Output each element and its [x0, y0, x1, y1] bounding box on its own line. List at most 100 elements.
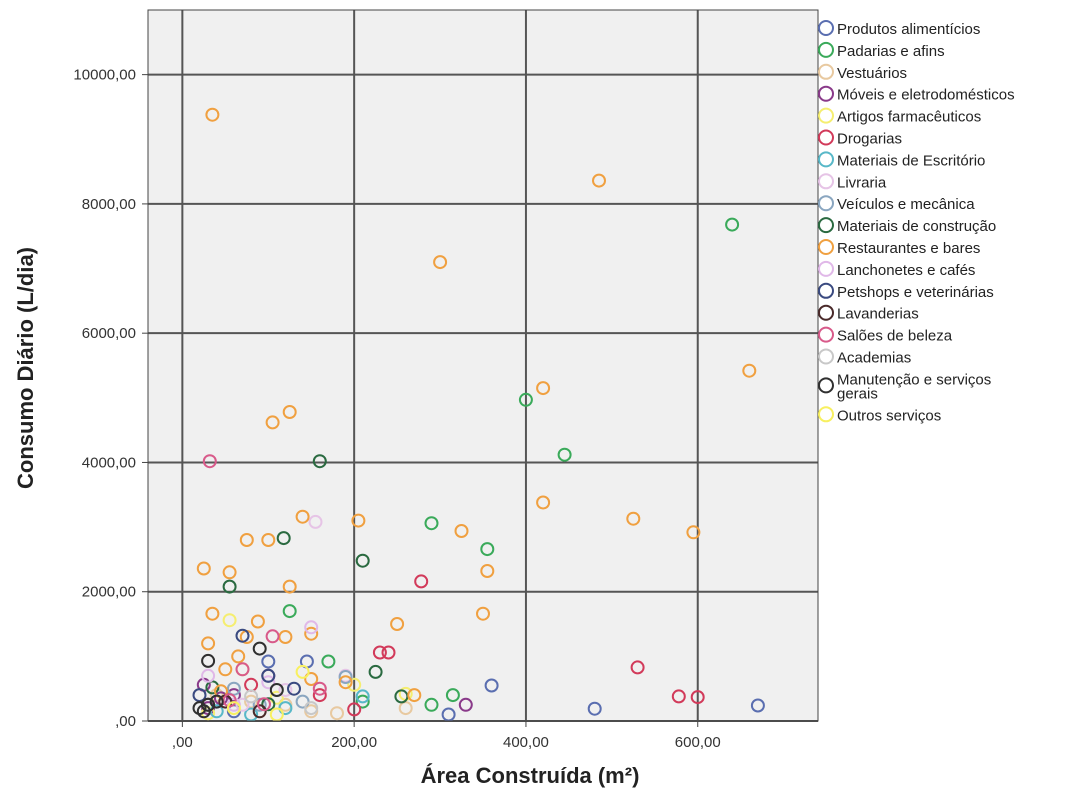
legend-label: Petshops e veterinárias	[837, 284, 994, 301]
data-point	[261, 697, 276, 712]
data-point	[458, 697, 473, 712]
y-tick-label: ,00	[115, 713, 136, 730]
legend-label: Drogarias	[837, 131, 902, 148]
data-point	[355, 689, 370, 704]
x-tick-label: ,00	[172, 734, 193, 751]
data-point	[671, 689, 686, 704]
data-point	[398, 701, 413, 716]
data-point	[257, 697, 271, 712]
data-point	[295, 694, 310, 709]
data-point	[686, 525, 701, 540]
legend-label: Manutenção e serviços	[837, 371, 991, 388]
data-point	[424, 697, 439, 712]
legend-marker	[818, 195, 834, 212]
legend-label: Livraria	[837, 174, 887, 191]
data-point	[347, 702, 362, 717]
data-point	[201, 668, 216, 683]
x-tick-label: 200,00	[331, 734, 377, 751]
data-point	[278, 683, 293, 697]
data-point	[480, 542, 495, 557]
data-point	[750, 698, 765, 713]
data-point	[269, 683, 284, 697]
data-point	[424, 516, 439, 531]
data-point	[592, 173, 606, 188]
legend-label: Vestuários	[837, 65, 907, 82]
data-point	[205, 606, 220, 621]
data-point	[630, 660, 645, 675]
legend-marker	[818, 304, 834, 321]
data-point	[321, 654, 336, 669]
data-point	[690, 690, 705, 705]
data-point	[235, 628, 250, 643]
data-point	[557, 447, 572, 462]
data-point	[282, 604, 297, 619]
data-point	[476, 606, 490, 621]
data-point	[536, 381, 551, 396]
y-tick-label: 10000,00	[73, 67, 136, 84]
legend-label: Materiais de Escritório	[837, 152, 985, 169]
legend-label: gerais	[837, 385, 878, 402]
data-point	[480, 564, 495, 578]
legend-label: Artigos farmacêuticos	[837, 109, 981, 126]
data-point	[261, 668, 276, 683]
legend-label: Produtos alimentícios	[837, 21, 980, 38]
legend-marker	[818, 348, 834, 365]
data-point	[484, 678, 499, 693]
legend-label: Veículos e mecânica	[837, 196, 975, 213]
legend-marker	[818, 41, 834, 58]
data-point	[252, 641, 267, 656]
y-tick-label: 6000,00	[82, 325, 136, 342]
data-point	[226, 701, 241, 716]
data-point	[252, 704, 267, 719]
data-point	[205, 107, 220, 122]
data-point	[295, 509, 310, 524]
data-point	[222, 613, 237, 628]
data-point	[308, 514, 323, 529]
legend-label: Restaurantes e bares	[837, 240, 980, 257]
data-point	[265, 629, 280, 644]
data-point	[202, 454, 217, 469]
y-tick-label: 8000,00	[82, 196, 136, 213]
data-point	[338, 675, 353, 690]
legend-marker	[818, 63, 834, 80]
data-point	[536, 495, 551, 510]
x-tick-label: 600,00	[675, 734, 721, 751]
legend-label: Móveis e eletrodomésticos	[837, 87, 1015, 104]
data-point	[312, 681, 327, 696]
data-point	[355, 694, 370, 709]
data-point	[381, 645, 396, 660]
data-point	[304, 626, 319, 641]
legend-marker	[818, 406, 834, 423]
legend-marker	[818, 326, 834, 343]
y-axis-title: Consumo Diário (L/dia)	[13, 247, 38, 489]
data-point	[295, 664, 310, 679]
legend-label: Materiais de construção	[837, 218, 996, 235]
data-point	[196, 704, 211, 719]
legend-marker	[818, 20, 834, 36]
data-point	[261, 675, 276, 690]
data-point	[209, 694, 224, 709]
legend-label: Salões de beleza	[837, 328, 953, 345]
data-point	[235, 697, 250, 712]
data-point	[368, 664, 383, 679]
data-points	[192, 107, 765, 722]
data-point	[454, 524, 469, 538]
legend-marker	[818, 107, 834, 124]
y-tick-label: 2000,00	[82, 584, 136, 601]
data-point	[390, 617, 405, 631]
data-point	[287, 681, 301, 696]
data-point	[351, 513, 366, 528]
legend-marker	[818, 151, 834, 168]
legend-marker	[818, 260, 834, 277]
legend-marker	[818, 282, 834, 299]
data-point	[587, 701, 602, 716]
data-point	[347, 677, 362, 692]
data-point	[261, 654, 276, 669]
data-point	[222, 579, 237, 594]
legend-label: Academias	[837, 350, 911, 367]
data-point	[312, 454, 327, 469]
legend-label: Padarias e afins	[837, 43, 945, 60]
legend-label: Lanchonetes e cafés	[837, 262, 975, 279]
data-point	[201, 636, 216, 651]
data-point	[261, 533, 276, 547]
